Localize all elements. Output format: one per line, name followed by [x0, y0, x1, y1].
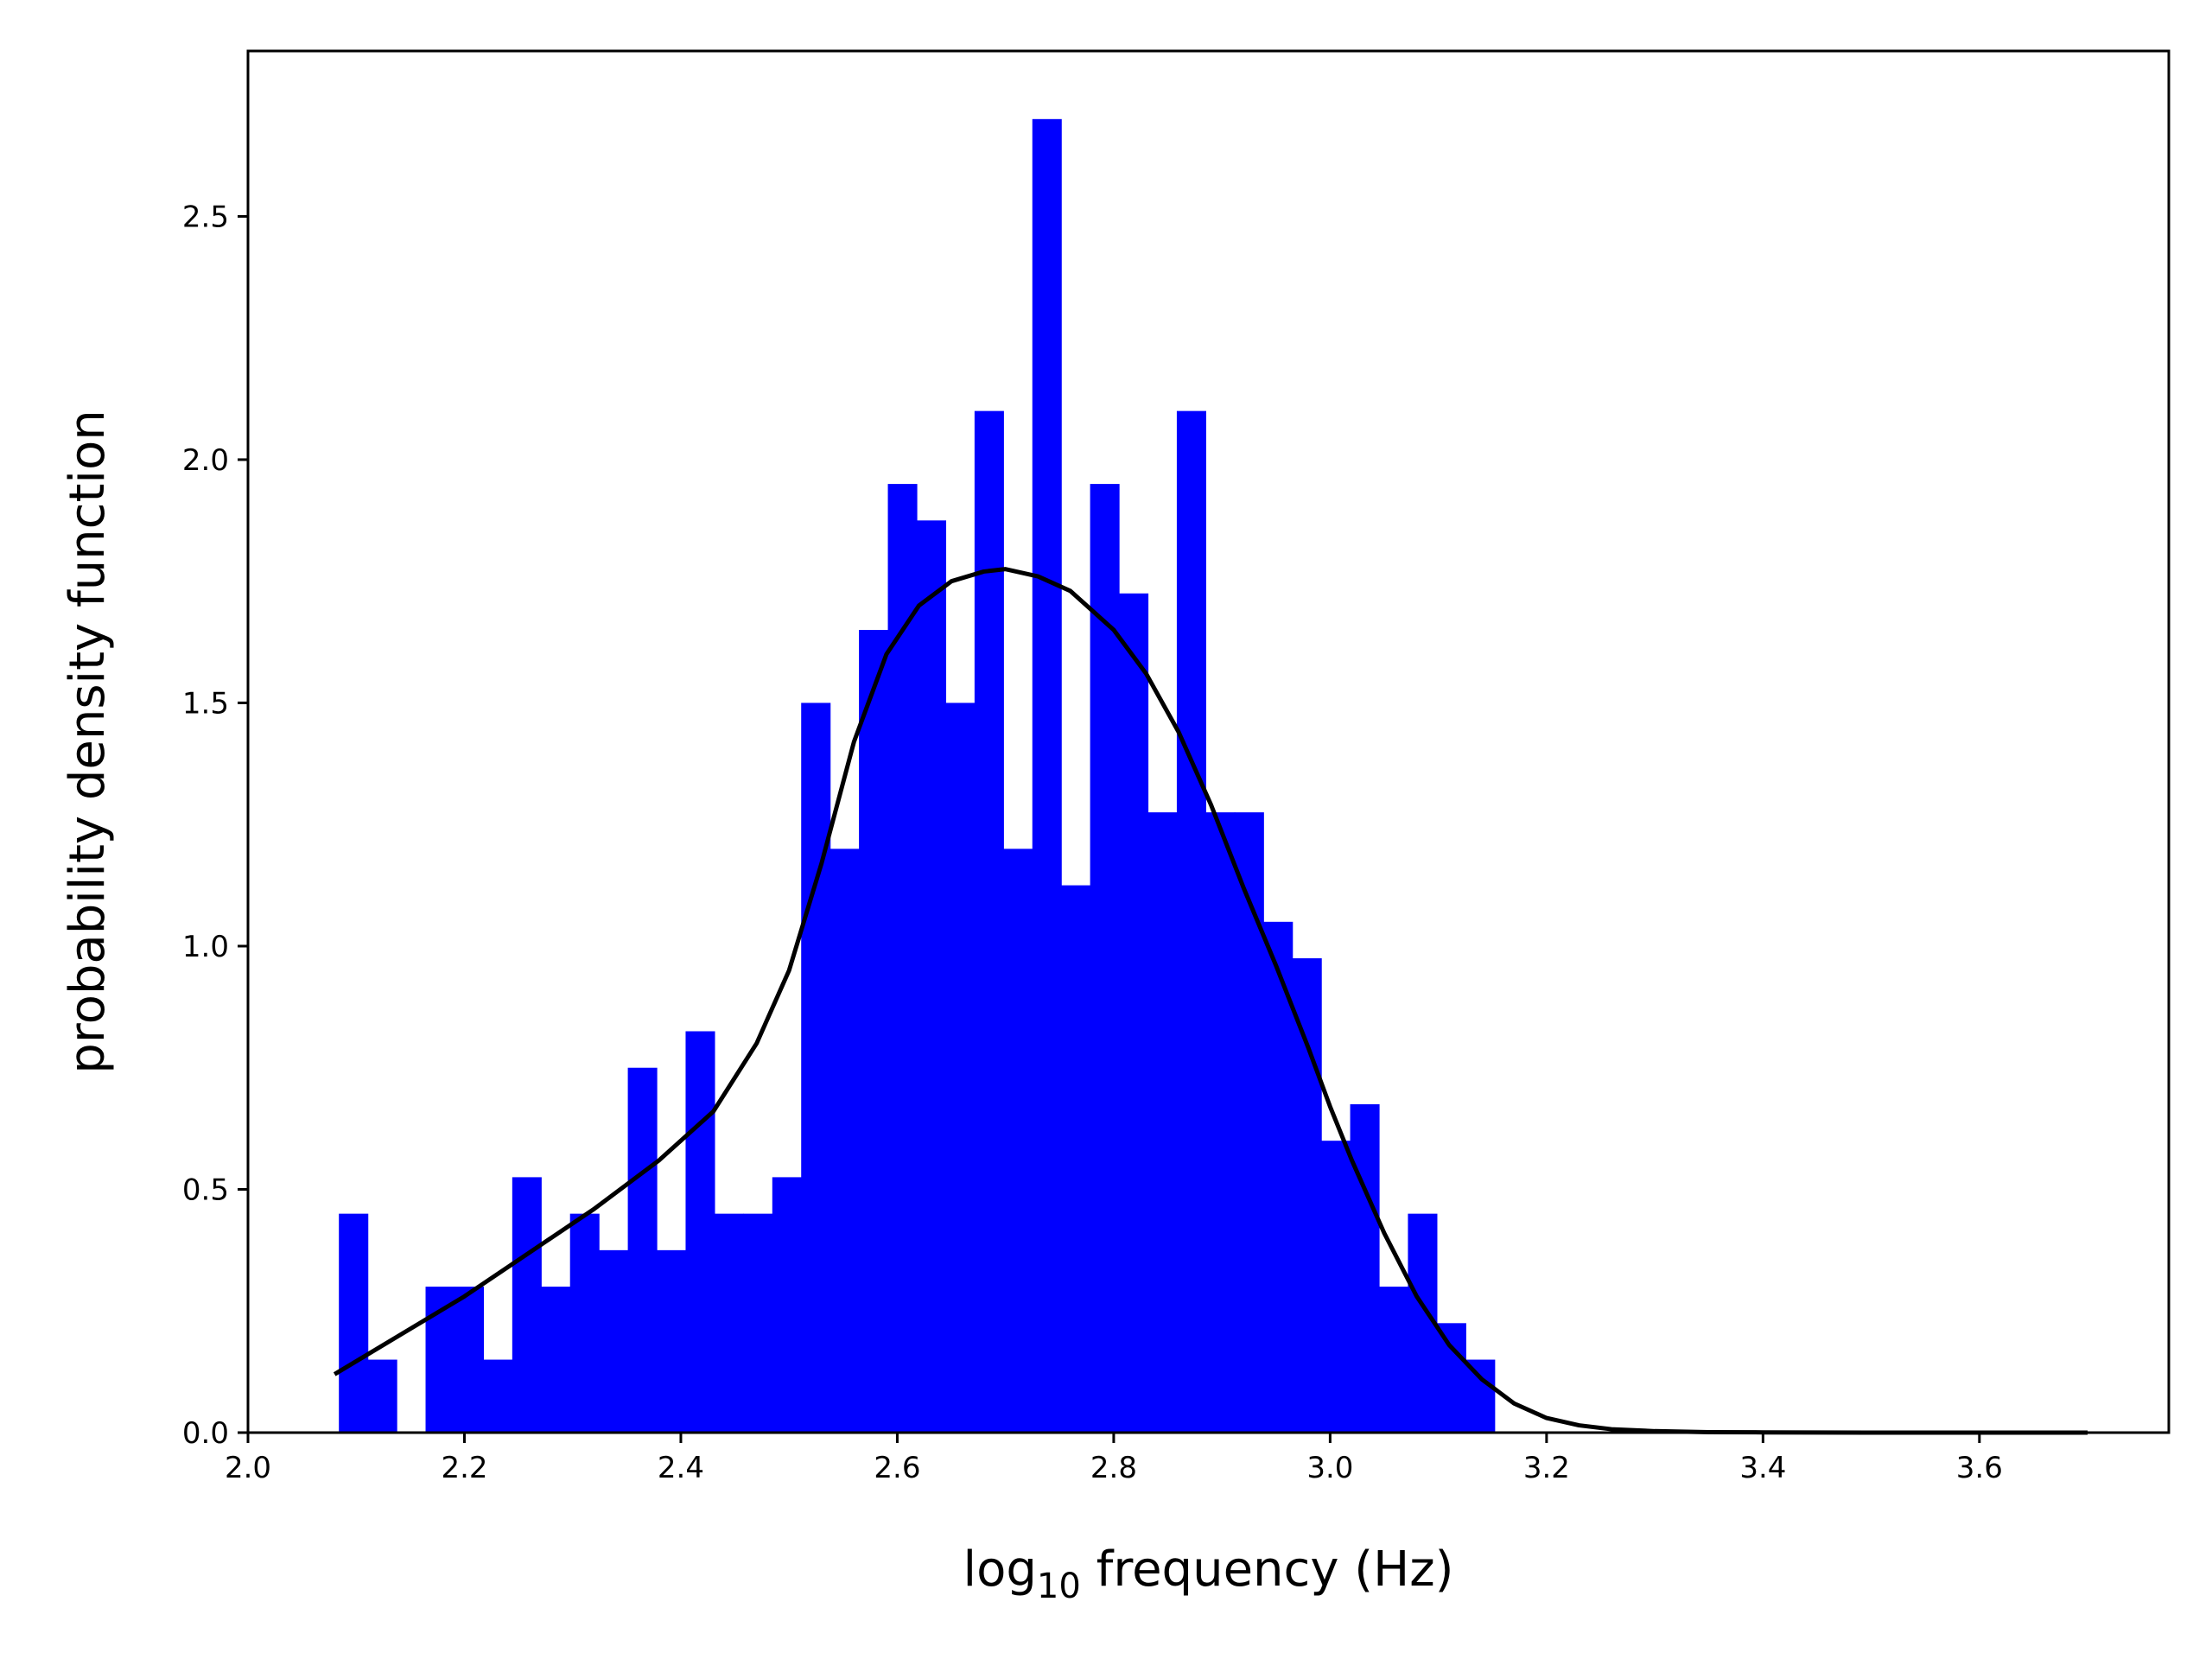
histogram-bar	[916, 520, 947, 1433]
x-axis-title: log10 frequency (Hz)	[963, 1541, 1454, 1606]
histogram-bar	[1205, 812, 1236, 1433]
histogram-bar	[743, 1213, 773, 1433]
x-axis-title-main: log	[963, 1541, 1037, 1598]
y-tick-label: 0.0	[182, 1416, 229, 1451]
histogram-bar	[483, 1359, 513, 1433]
histogram-bar	[1090, 484, 1120, 1433]
y-tick-label: 1.0	[182, 930, 229, 964]
histogram-bar	[454, 1287, 484, 1433]
histogram-bar	[1176, 410, 1206, 1433]
histogram-bar	[627, 1067, 658, 1433]
y-axis-title: probability density function	[60, 410, 116, 1073]
histogram-bar	[945, 702, 976, 1433]
y-tick-label: 0.5	[182, 1173, 229, 1207]
histogram-bar	[801, 702, 831, 1433]
histogram-bar	[1234, 812, 1264, 1433]
x-tick-label: 3.4	[1739, 1451, 1786, 1485]
x-tick-label: 3.2	[1523, 1451, 1570, 1485]
histogram-bar	[367, 1359, 397, 1433]
histogram-bar	[772, 1177, 802, 1433]
histogram-bar	[974, 410, 1004, 1433]
histogram-bar	[339, 1213, 369, 1433]
x-tick-label: 3.6	[1956, 1451, 2003, 1485]
x-tick-label: 2.0	[225, 1451, 271, 1485]
histogram-bar	[541, 1287, 571, 1433]
histogram-bar	[1119, 593, 1149, 1433]
histogram-bar	[1379, 1287, 1409, 1433]
histogram-bar	[1147, 812, 1178, 1433]
x-axis-title-suffix: frequency (Hz)	[1081, 1541, 1454, 1598]
y-axis-ticks: 0.0 0.5 1.0 1.5 2.0 2.5	[182, 200, 248, 1451]
histogram-bar	[830, 849, 860, 1433]
x-tick-label: 2.4	[658, 1451, 704, 1485]
histogram-bar	[599, 1249, 629, 1433]
histogram-bar	[1003, 849, 1033, 1433]
y-tick-label: 1.5	[182, 686, 229, 721]
x-tick-label: 2.6	[874, 1451, 920, 1485]
x-axis-title-subscript: 10	[1037, 1567, 1081, 1606]
x-tick-label: 2.2	[441, 1451, 487, 1485]
histogram-bar	[1321, 1141, 1351, 1433]
histogram-bar	[1465, 1359, 1496, 1433]
histogram-bar	[859, 630, 889, 1433]
x-tick-label: 3.0	[1306, 1451, 1353, 1485]
histogram-bar	[714, 1213, 744, 1433]
density-curve	[333, 567, 2088, 1435]
x-tick-label: 2.8	[1090, 1451, 1137, 1485]
y-tick-label: 2.0	[182, 443, 229, 478]
histogram-bar	[657, 1249, 687, 1433]
x-axis-ticks: 2.0 2.2 2.4 2.6 2.8 3.0 3.2 3.4 3.6	[225, 1433, 2003, 1485]
histogram-bar	[685, 1031, 715, 1433]
histogram-bar	[512, 1177, 542, 1433]
histogram-bar	[1061, 885, 1091, 1433]
histogram-bar	[1032, 118, 1062, 1433]
y-tick-label: 2.5	[182, 200, 229, 234]
plot-frame	[246, 49, 2171, 1434]
histogram-bar	[1436, 1323, 1466, 1433]
histogram-bars	[339, 118, 1496, 1433]
histogram-bar	[569, 1213, 600, 1433]
histogram-bar	[1350, 1103, 1380, 1433]
histogram-bar	[1292, 958, 1322, 1433]
histogram-bar	[1263, 921, 1294, 1433]
